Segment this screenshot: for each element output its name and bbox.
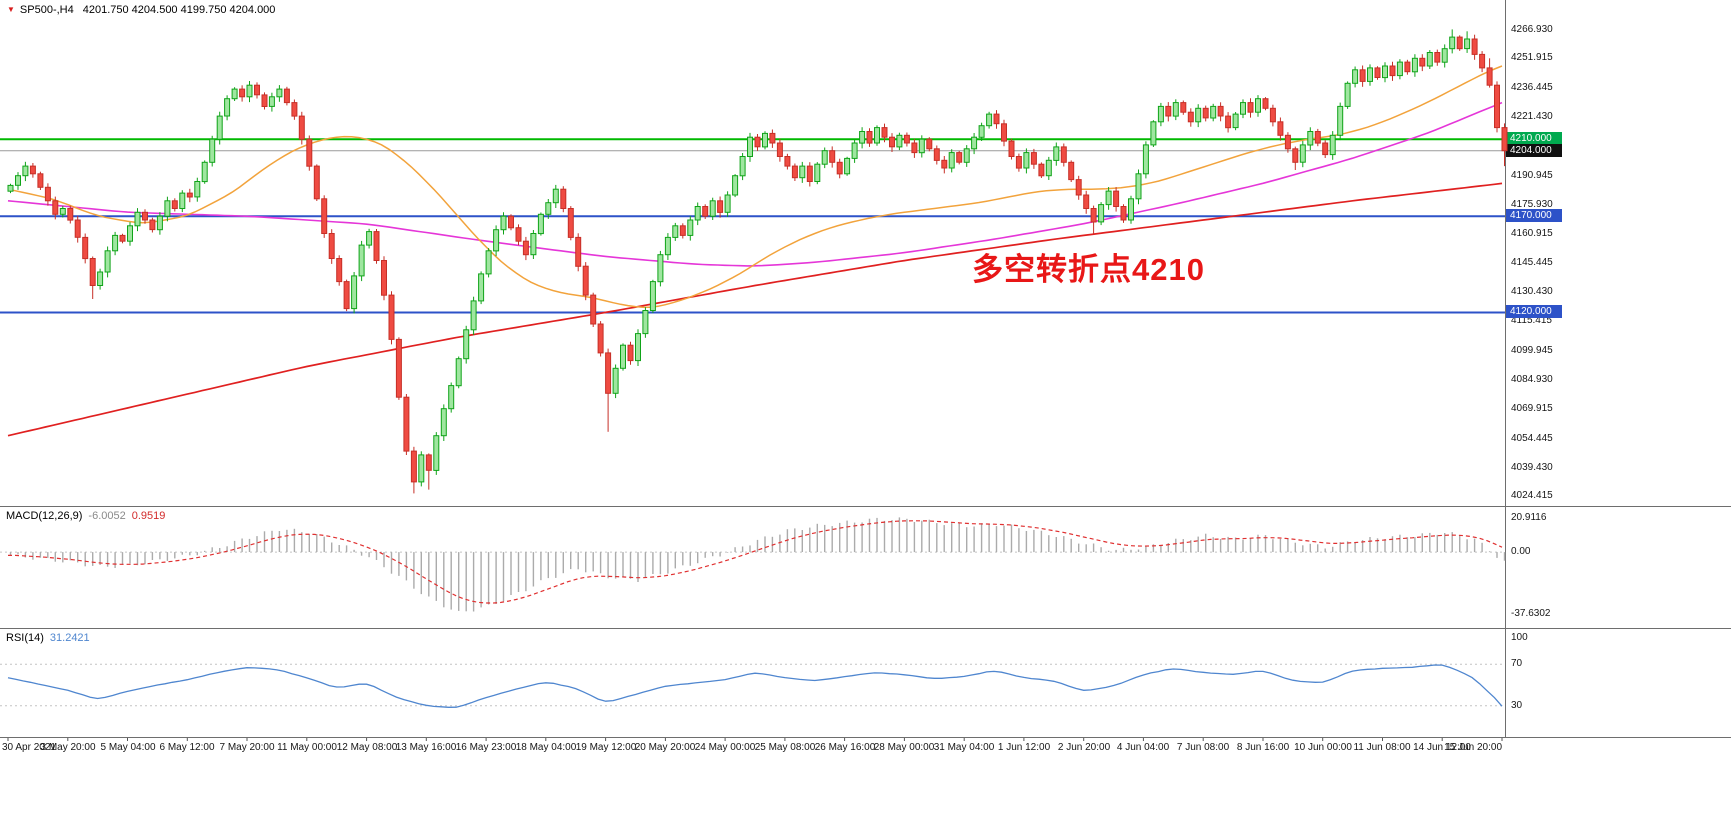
time-label: 12 May 08:00 [336, 742, 398, 753]
time-label: 7 Jun 08:00 [1176, 742, 1230, 753]
rsi-label: RSI(14) 31.2421 [6, 632, 90, 644]
macd-axis-label: -37.6302 [1511, 608, 1551, 619]
price-tag: 4204.000 [1506, 144, 1562, 157]
rsi-value: 31.2421 [49, 632, 90, 644]
price-tick-label: 4084.930 [1511, 374, 1553, 385]
time-axis[interactable]: 30 Apr 2021 3 May 20:00 5 May 04:00 6 May 1… [0, 738, 1731, 760]
time-label: 25 May 08:00 [754, 742, 816, 753]
time-label: 3 May 20:00 [40, 742, 96, 753]
macd-panel-area[interactable] [0, 507, 1505, 628]
macd-signal-value: 0.9519 [131, 510, 166, 522]
chart-title: ▼ SP500-,H4 4201.750 4204.500 4199.750 420… [7, 4, 275, 16]
time-label: 18 May 04:00 [515, 742, 577, 753]
time-label: 11 Jun 08:00 [1353, 742, 1411, 753]
macd-axis-label: 20.9116 [1511, 512, 1547, 523]
price-tick-label: 4099.945 [1511, 345, 1553, 356]
time-label: 31 May 04:00 [933, 742, 995, 753]
price-axis-border [1505, 0, 1506, 738]
time-label: 10 Jun 00:00 [1294, 742, 1352, 753]
time-label: 1 Jun 12:00 [997, 742, 1051, 753]
rsi-axis-label: 70 [1511, 658, 1523, 669]
time-label: 8 Jun 16:00 [1236, 742, 1290, 753]
price-axis[interactable]: 4266.930 4251.915 4236.445 4221.430 4190.945… [1505, 0, 1731, 738]
price-tag: 4120.000 [1506, 305, 1562, 318]
rsi-axis-label: 30 [1511, 700, 1523, 711]
macd-label: MACD(12,26,9) -6.0052 0.9519 [6, 510, 165, 522]
rsi-axis-label: 100 [1511, 632, 1528, 643]
time-label: 15 Jun 20:00 [1444, 742, 1502, 753]
price-tick-label: 4039.430 [1511, 462, 1553, 473]
time-label: 14 Jun 12:00 [1413, 742, 1471, 753]
panel-splitter[interactable] [0, 628, 1731, 629]
price-tick-label: 4130.430 [1511, 286, 1553, 297]
price-tick-label: 4024.415 [1511, 490, 1553, 501]
symbol-marker-icon: ▼ [7, 5, 15, 14]
price-tag: 4210.000 [1506, 132, 1562, 145]
rsi-panel-area[interactable] [0, 629, 1505, 737]
time-label: 30 Apr 2021 [2, 742, 56, 753]
chart-symbol-timeframe: SP500-,H4 [19, 4, 74, 16]
price-tick-label: 4054.445 [1511, 433, 1553, 444]
price-tick-label: 4251.915 [1511, 52, 1553, 63]
time-label: 11 May 00:00 [277, 742, 337, 753]
annotation-text[interactable]: 多空转折点4210 [972, 252, 1205, 287]
price-tick-label: 4069.915 [1511, 403, 1553, 414]
time-label: 5 May 04:00 [100, 742, 156, 753]
time-label: 13 May 16:00 [395, 742, 457, 753]
price-tick-label: 4160.915 [1511, 228, 1553, 239]
price-tick-label: 4190.945 [1511, 170, 1553, 181]
time-label: 6 May 12:00 [159, 742, 215, 753]
time-label: 26 May 16:00 [814, 742, 876, 753]
price-tick-label: 4145.445 [1511, 257, 1553, 268]
time-label: 4 Jun 04:00 [1116, 742, 1170, 753]
price-tick-label: 4175.930 [1511, 199, 1553, 210]
panel-splitter[interactable] [0, 506, 1731, 507]
time-label: 2 Jun 20:00 [1057, 742, 1111, 753]
macd-name: MACD(12,26,9) [6, 510, 83, 522]
price-tick-label: 4221.430 [1511, 111, 1553, 122]
price-tick-label: 4236.445 [1511, 82, 1553, 93]
time-label: 19 May 12:00 [575, 742, 637, 753]
rsi-name: RSI(14) [6, 632, 44, 644]
macd-value: -6.0052 [88, 510, 126, 522]
price-tick-label: 4115.415 [1511, 315, 1552, 326]
time-label: 28 May 00:00 [873, 742, 935, 753]
panel-splitter[interactable] [0, 737, 1731, 738]
time-label: 16 May 23:00 [455, 742, 517, 753]
time-label: 24 May 00:00 [694, 742, 756, 753]
time-label: 20 May 20:00 [634, 742, 696, 753]
time-label: 7 May 20:00 [219, 742, 275, 753]
chart-ohlc-values: 4201.750 4204.500 4199.750 4204.000 [82, 4, 276, 16]
price-tick-label: 4266.930 [1511, 24, 1553, 35]
main-chart-panel[interactable] [0, 0, 1505, 506]
price-tag: 4170.000 [1506, 209, 1562, 222]
macd-axis-label: 0.00 [1511, 546, 1531, 557]
